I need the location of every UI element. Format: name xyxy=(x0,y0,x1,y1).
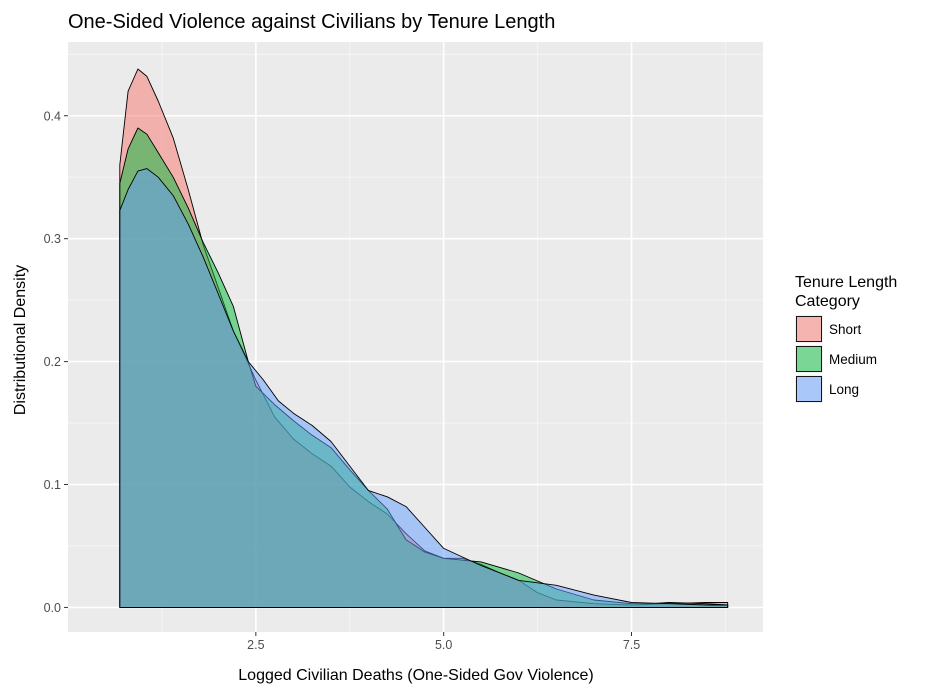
legend-title-line-1: Tenure Length xyxy=(795,274,897,291)
density-area-long xyxy=(119,168,729,608)
y-axis-title: Distributional Density xyxy=(12,265,29,415)
axis-tick-labels: 2.5 5.0 7.5 0.0 0.1 0.2 0.3 0.4 xyxy=(44,109,641,652)
legend-swatch-long xyxy=(796,376,822,402)
y-tick-label-3: 0.3 xyxy=(44,232,61,246)
legend-label-long: Long xyxy=(829,382,859,397)
legend-label-medium: Medium xyxy=(829,352,877,367)
legend-swatch-short xyxy=(796,316,822,342)
x-axis-title: Logged Civilian Deaths (One-Sided Gov Vi… xyxy=(238,667,593,684)
x-tick-label-1: 5.0 xyxy=(435,638,452,652)
density-areas xyxy=(119,68,729,608)
legend: Tenure Length Category Short Medium Long xyxy=(795,274,897,403)
x-tick-label-2: 7.5 xyxy=(623,638,640,652)
legend-items: Short Medium Long xyxy=(795,315,877,403)
legend-label-short: Short xyxy=(829,322,862,337)
y-tick-label-1: 0.1 xyxy=(44,478,61,492)
chart-title: One-Sided Violence against Civilians by … xyxy=(68,11,555,33)
y-tick-label-0: 0.0 xyxy=(44,601,61,615)
y-tick-label-2: 0.2 xyxy=(44,355,61,369)
axis-ticks xyxy=(64,115,633,636)
legend-title-line-2: Category xyxy=(795,293,860,310)
x-tick-label-0: 2.5 xyxy=(247,638,264,652)
legend-swatch-medium xyxy=(796,346,822,372)
y-tick-label-4: 0.4 xyxy=(44,109,61,123)
